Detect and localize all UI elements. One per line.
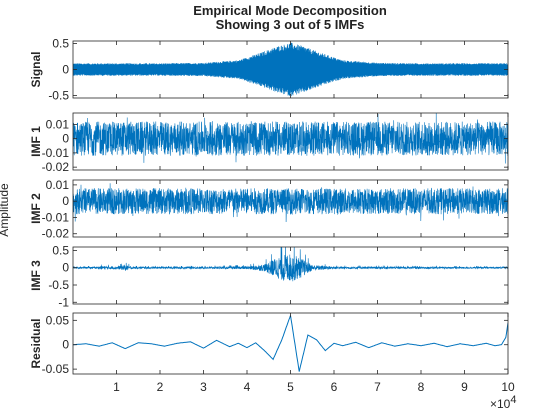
x-multiplier-label: ×104 bbox=[490, 394, 516, 411]
x-tick-label: 6 bbox=[331, 380, 338, 394]
series-trace-residual bbox=[73, 315, 508, 372]
x-tick-label: 8 bbox=[418, 380, 425, 394]
y-tick-label: 0.01 bbox=[46, 178, 70, 192]
series-trace-imf-2 bbox=[73, 183, 508, 223]
y-tick-label: -0.02 bbox=[42, 227, 70, 241]
subplot-ylabel: Signal bbox=[29, 51, 43, 87]
y-tick-label: 0.5 bbox=[52, 243, 69, 257]
y-tick-label: 0 bbox=[62, 132, 69, 146]
y-tick-label: -0.01 bbox=[42, 210, 70, 224]
subplot-ylabel: IMF 3 bbox=[29, 260, 43, 291]
subplot-ylabel: IMF 1 bbox=[29, 126, 43, 157]
chart-title-line-1: Empirical Mode Decomposition bbox=[193, 3, 387, 18]
x-tick-labels: 1 2 3 4 5 6 7 8 9 10 bbox=[113, 380, 515, 394]
y-tick-label: -1 bbox=[58, 295, 69, 309]
y-tick-label: -0.02 bbox=[42, 160, 70, 174]
subplot-ylabel: IMF 2 bbox=[29, 193, 43, 224]
series-trace-signal bbox=[73, 42, 508, 97]
y-tick-label: 0.5 bbox=[52, 37, 69, 51]
subplot-imf-3: -1 -0.5 0 0.5 IMF 3 bbox=[29, 243, 509, 309]
y-tick-label: 0 bbox=[62, 261, 69, 275]
chart-title-line-2: Showing 3 out of 5 IMFs bbox=[216, 17, 365, 32]
x-tick-label: 7 bbox=[374, 380, 381, 394]
y-tick-label: -0.05 bbox=[42, 362, 70, 376]
y-tick-label: 0 bbox=[62, 194, 69, 208]
y-tick-label: 0.05 bbox=[46, 313, 70, 327]
series-trace-imf-3 bbox=[73, 247, 508, 282]
x-tick-label: 1 bbox=[113, 380, 120, 394]
y-tick-label: -0.5 bbox=[48, 278, 69, 292]
x-tick-label: 2 bbox=[157, 380, 164, 394]
x-tick-label: 5 bbox=[287, 380, 294, 394]
shared-y-axis-label: Amplitude bbox=[0, 183, 11, 237]
axes-frame bbox=[72, 312, 509, 375]
y-tick-label: -0.01 bbox=[42, 146, 70, 160]
x-tick-label: 9 bbox=[461, 380, 468, 394]
y-tick-label: -0.5 bbox=[48, 88, 69, 102]
y-tick-label: 0 bbox=[62, 338, 69, 352]
subplot-ylabel: Residual bbox=[29, 318, 43, 368]
x-tick-label: 10 bbox=[501, 380, 515, 394]
subplot-signal: -0.5 0 0.5 Signal bbox=[29, 37, 509, 102]
x-tick-label: 4 bbox=[244, 380, 251, 394]
y-tick-label: 0 bbox=[62, 63, 69, 77]
y-tick-label: 0.01 bbox=[46, 117, 70, 131]
series-trace-imf-1 bbox=[73, 113, 508, 164]
x-tick-label: 3 bbox=[200, 380, 207, 394]
